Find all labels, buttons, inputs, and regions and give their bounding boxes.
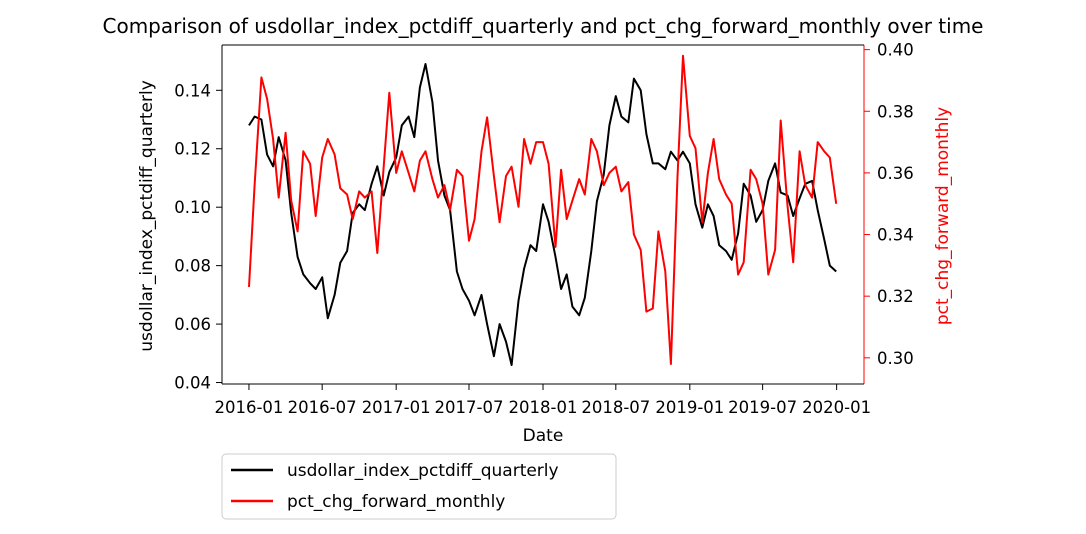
right-tick-label: 0.30 bbox=[877, 349, 914, 368]
series-layer bbox=[248, 54, 838, 366]
series-line-1 bbox=[248, 54, 838, 365]
left-tick-label: 0.12 bbox=[174, 140, 211, 159]
chart-title: Comparison of usdollar_index_pctdiff_qua… bbox=[103, 14, 984, 38]
x-tick-label: 2017-01 bbox=[362, 398, 431, 417]
x-tick-label: 2016-07 bbox=[288, 398, 357, 417]
x-tick-label: 2020-01 bbox=[802, 398, 871, 417]
right-y-axis: 0.30 0.32 0.34 0.36 0.38 0.40 bbox=[863, 41, 914, 384]
series-line-0 bbox=[248, 63, 837, 366]
x-axis-label: Date bbox=[523, 426, 564, 446]
left-tick-label: 0.10 bbox=[174, 198, 211, 217]
legend: usdollar_index_pctdiff_quarterly pct_chg… bbox=[221, 453, 617, 520]
right-tick-label: 0.40 bbox=[877, 41, 914, 60]
plot-background bbox=[222, 45, 864, 384]
x-tick-label: 2018-07 bbox=[581, 398, 650, 417]
plot-area bbox=[222, 45, 864, 384]
left-tick-label: 0.06 bbox=[174, 315, 211, 334]
x-tick-label: 2017-07 bbox=[435, 398, 504, 417]
right-y-axis-label: pct_chg_forward_monthly bbox=[933, 107, 953, 325]
x-tick-label: 2019-07 bbox=[728, 398, 797, 417]
right-tick-label: 0.38 bbox=[877, 102, 914, 121]
legend-box bbox=[221, 453, 617, 520]
left-y-axis-label: usdollar_index_pctdiff_quarterly bbox=[137, 80, 157, 352]
x-tick-label: 2018-01 bbox=[509, 398, 578, 417]
legend-label-usdollar-index: usdollar_index_pctdiff_quarterly bbox=[287, 461, 559, 481]
left-y-axis: 0.04 0.06 0.08 0.10 0.12 0.14 bbox=[174, 45, 223, 393]
x-tick-label: 2019-01 bbox=[655, 398, 724, 417]
left-tick-label: 0.14 bbox=[174, 81, 211, 100]
left-tick-label: 0.04 bbox=[174, 374, 211, 393]
legend-label-pct-chg-forward: pct_chg_forward_monthly bbox=[287, 492, 505, 512]
x-tick-label: 2016-01 bbox=[214, 398, 283, 417]
left-tick-label: 0.08 bbox=[174, 257, 211, 276]
right-tick-label: 0.36 bbox=[877, 164, 914, 183]
x-axis: 2016-01 2016-07 2017-01 2017-07 2018-01 2018-… bbox=[214, 44, 871, 417]
right-tick-label: 0.32 bbox=[877, 287, 914, 306]
right-tick-label: 0.34 bbox=[877, 226, 914, 245]
